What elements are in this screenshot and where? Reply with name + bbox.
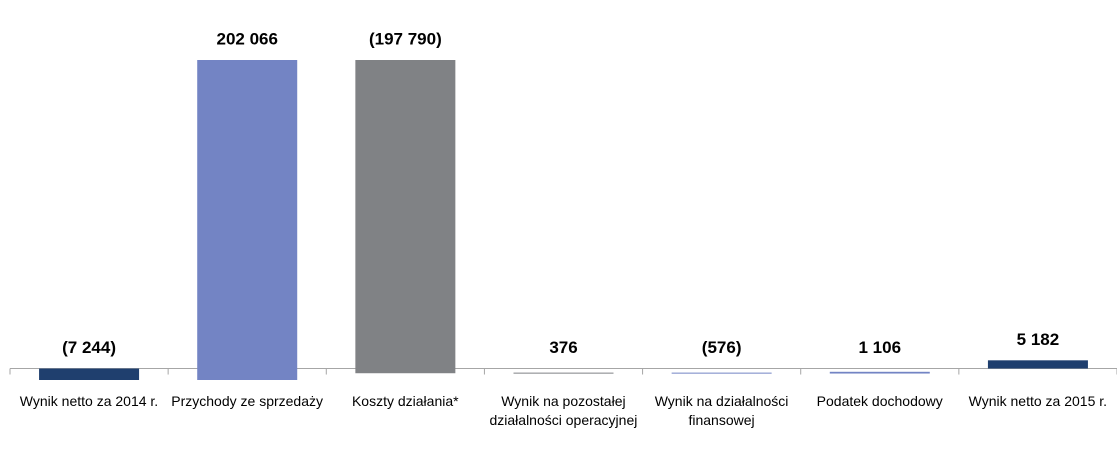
value-label: 5 182 [1017,330,1060,349]
value-label: (7 244) [62,338,116,357]
category-label: Wynik na pozostałej działalności operacy… [489,393,638,428]
bar [39,368,140,380]
category-label: Podatek dochodowy [816,393,943,409]
category-label: Wynik na działalności finansowej [654,393,789,428]
bar [513,372,614,374]
bar [355,60,456,374]
category-label: Wynik netto za 2015 r. [968,393,1108,409]
category-label: Przychody ze sprzedaży [171,393,323,409]
bar [197,60,298,380]
value-label: (197 790) [369,29,442,48]
category-label: Wynik netto za 2014 r. [19,393,159,409]
value-label: (576) [702,338,742,357]
bar [987,360,1088,369]
bar [829,371,930,374]
value-label: 1 106 [859,338,902,357]
value-label: 202 066 [216,29,277,48]
value-label: 376 [549,338,577,357]
category-label: Koszty działania* [351,393,459,409]
bar [671,372,772,374]
